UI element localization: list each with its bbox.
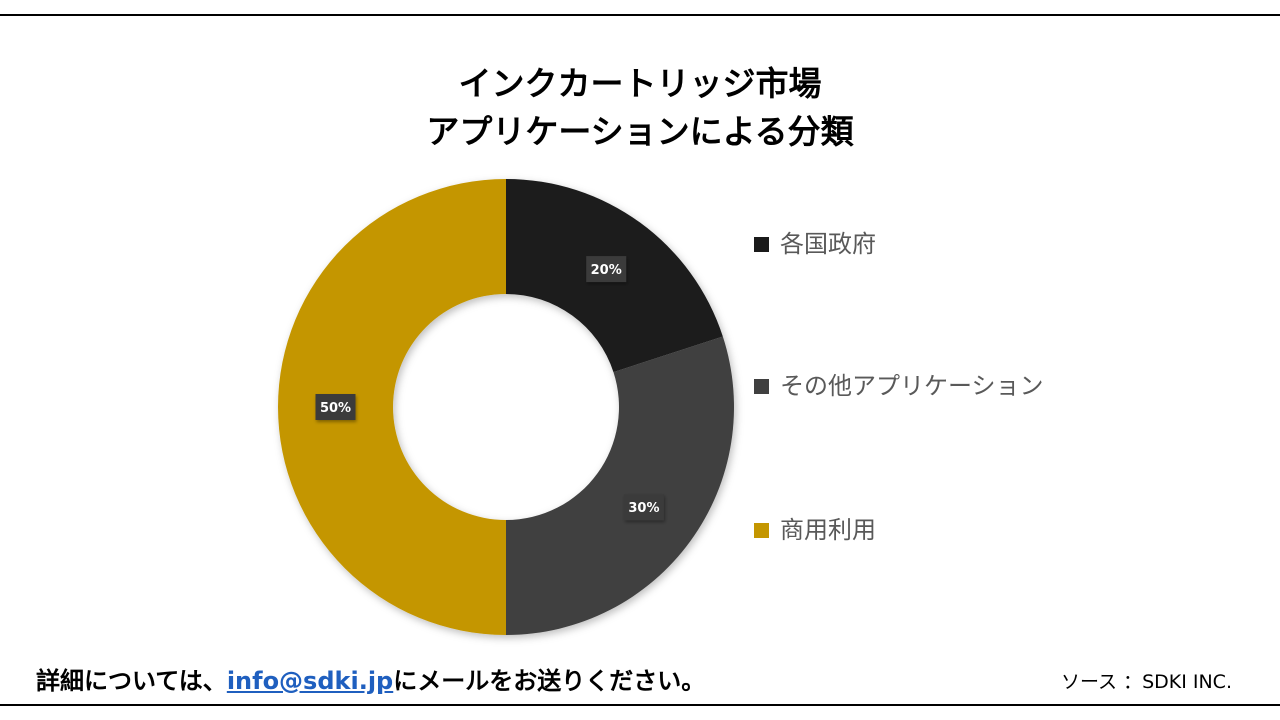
chart-title-line-1: インクカートリッジ市場 [458, 64, 822, 103]
legend-swatch-commercial [754, 523, 769, 538]
legend-swatch-other-applications [754, 379, 769, 394]
slice-other-applications [506, 336, 734, 635]
data-label-commercial: 50% [315, 394, 356, 420]
top-rule [0, 14, 1280, 16]
data-label-text-other-applications: 30% [628, 501, 659, 516]
data-label-other-applications: 30% [623, 494, 664, 521]
footer-suffix: にメールをお送りください。 [393, 667, 706, 695]
donut-data-labels: 20% 30% 50% [315, 256, 664, 521]
data-label-box-government [586, 256, 627, 283]
data-label-box-commercial [315, 394, 356, 420]
data-label-box-other-applications [623, 494, 664, 521]
source-credit: ソース ：SDKI INC. [1060, 671, 1232, 693]
data-label-text-government: 20% [591, 263, 622, 278]
email-link[interactable]: info@sdki.jp [226, 667, 394, 695]
footer-contact: 詳細については、info@sdki.jpにメールをお送りください。 [36, 661, 705, 696]
chart-title: インクカートリッジ市場 アプリケーションによる分類 [0, 60, 1280, 156]
legend-label-other-applications: その他アプリケーション [780, 372, 1044, 400]
bottom-rule [0, 704, 1280, 706]
legend-swatch-government [754, 237, 769, 252]
chart-title-line-2: アプリケーションによる分類 [426, 112, 854, 151]
data-label-text-commercial: 50% [320, 401, 351, 416]
legend-label-commercial: 商用利用 [780, 516, 876, 544]
legend-label-government: 各国政府 [780, 230, 876, 258]
data-label-government: 20% [586, 256, 627, 283]
footer-prefix: 詳細については、 [36, 667, 227, 695]
slice-commercial [278, 179, 506, 635]
